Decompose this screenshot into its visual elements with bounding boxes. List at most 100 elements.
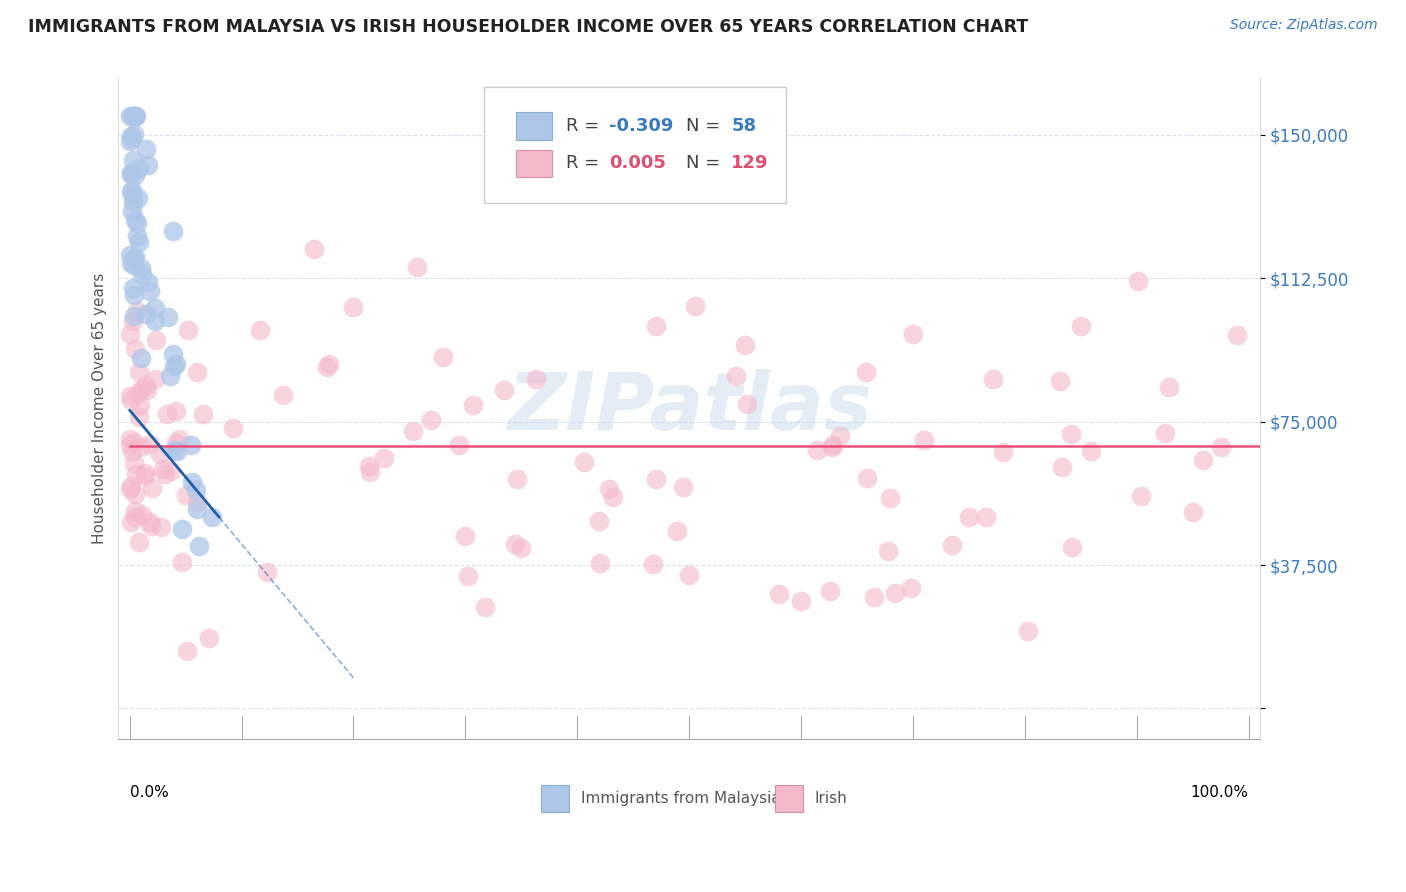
Point: [160, 464, 183, 478]
Point: [131, 267, 153, 281]
Point: [120, 482, 142, 496]
Point: [666, 524, 689, 539]
Point: [122, 281, 145, 295]
Point: [120, 479, 142, 493]
Point: [1126, 274, 1149, 288]
Point: [128, 385, 150, 400]
Text: R =: R =: [565, 117, 605, 135]
Point: [373, 450, 395, 465]
Point: [602, 490, 624, 504]
Point: [503, 537, 526, 551]
Point: [159, 368, 181, 383]
Point: [855, 365, 877, 379]
Point: [818, 584, 841, 599]
Point: [957, 510, 980, 524]
Point: [135, 377, 157, 392]
Point: [124, 504, 146, 518]
Point: [143, 314, 166, 328]
Point: [120, 392, 142, 407]
Point: [136, 158, 159, 172]
Point: [143, 372, 166, 386]
Point: [302, 242, 325, 256]
Text: Source: ZipAtlas.com: Source: ZipAtlas.com: [1230, 18, 1378, 32]
Point: [120, 432, 142, 446]
Point: [121, 444, 143, 458]
Text: 129: 129: [731, 154, 769, 172]
Point: [145, 333, 167, 347]
Point: [197, 631, 219, 645]
Point: [256, 566, 278, 580]
Point: [1060, 540, 1083, 554]
Point: [124, 109, 146, 123]
Text: 58: 58: [731, 117, 756, 135]
Text: 0.0%: 0.0%: [129, 785, 169, 800]
Point: [641, 557, 664, 571]
Point: [359, 465, 381, 479]
Point: [588, 514, 610, 528]
Point: [120, 109, 142, 123]
Point: [806, 442, 828, 457]
Point: [121, 183, 143, 197]
Point: [883, 586, 905, 600]
Point: [318, 357, 340, 371]
Point: [863, 591, 886, 605]
Text: -0.309: -0.309: [609, 117, 673, 135]
Point: [790, 594, 813, 608]
Point: [420, 413, 443, 427]
Point: [1153, 425, 1175, 440]
Point: [120, 128, 142, 143]
Text: Immigrants from Malaysia: Immigrants from Malaysia: [581, 791, 780, 806]
Point: [135, 142, 157, 156]
Point: [186, 483, 208, 498]
Point: [121, 203, 143, 218]
Point: [165, 436, 187, 450]
Point: [143, 301, 166, 315]
Point: [271, 388, 294, 402]
FancyBboxPatch shape: [775, 785, 803, 812]
Point: [157, 310, 180, 325]
Point: [156, 407, 179, 421]
Point: [128, 161, 150, 176]
Point: [510, 541, 533, 555]
Point: [170, 522, 193, 536]
Point: [1060, 426, 1083, 441]
Point: [169, 433, 191, 447]
Point: [176, 644, 198, 658]
Point: [359, 458, 381, 473]
FancyBboxPatch shape: [516, 112, 553, 140]
Point: [139, 437, 162, 451]
Point: [122, 258, 145, 272]
Point: [981, 371, 1004, 385]
Point: [1070, 318, 1092, 333]
FancyBboxPatch shape: [516, 150, 553, 178]
Point: [120, 167, 142, 181]
FancyBboxPatch shape: [484, 87, 786, 203]
Point: [124, 509, 146, 524]
Text: N =: N =: [686, 117, 725, 135]
Point: [572, 455, 595, 469]
Point: [461, 398, 484, 412]
Point: [128, 235, 150, 249]
Point: [249, 323, 271, 337]
Point: [1017, 624, 1039, 638]
Point: [124, 109, 146, 123]
Point: [1211, 440, 1233, 454]
Point: [127, 228, 149, 243]
Point: [121, 515, 143, 529]
Point: [457, 569, 479, 583]
Point: [120, 327, 142, 342]
Point: [122, 435, 145, 450]
Point: [136, 275, 159, 289]
Point: [830, 428, 852, 442]
Point: [129, 351, 152, 365]
Point: [768, 587, 790, 601]
Point: [125, 467, 148, 481]
Point: [131, 382, 153, 396]
Point: [181, 475, 204, 489]
Point: [186, 365, 208, 379]
Point: [941, 538, 963, 552]
Point: [165, 404, 187, 418]
Point: [129, 260, 152, 275]
Point: [122, 251, 145, 265]
Point: [121, 153, 143, 167]
